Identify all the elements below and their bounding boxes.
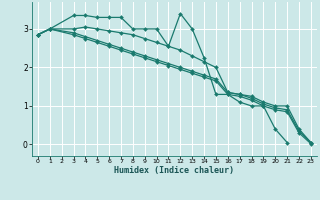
X-axis label: Humidex (Indice chaleur): Humidex (Indice chaleur) bbox=[115, 166, 234, 175]
